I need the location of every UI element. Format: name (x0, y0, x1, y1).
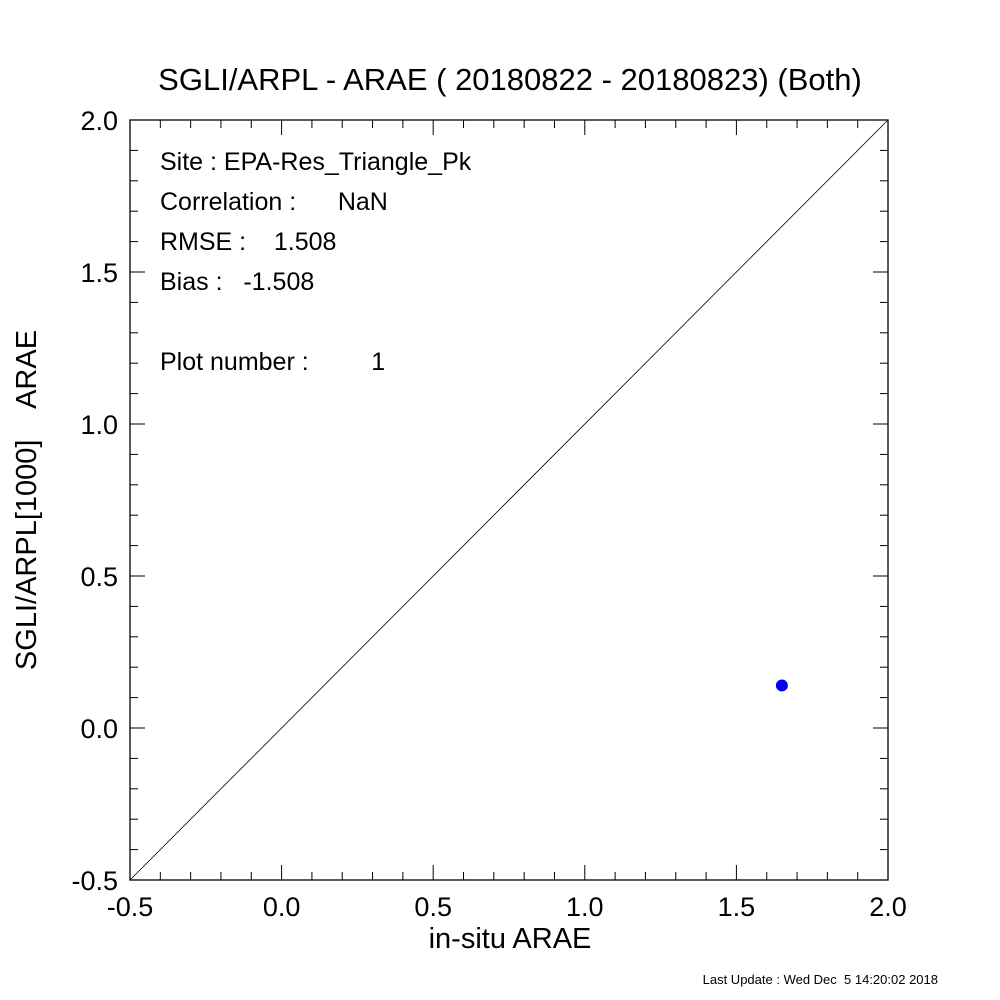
y-tick-label: 0.0 (80, 714, 118, 744)
bias-annotation: Bias : -1.508 (160, 268, 314, 296)
last-update-footer: Last Update : Wed Dec 5 14:20:02 2018 (703, 972, 938, 987)
y-axis-label: SGLI/ARPL[1000] ARAE (11, 330, 43, 670)
x-tick-label: 2.0 (869, 892, 907, 922)
x-tick-label: 1.5 (718, 892, 756, 922)
data-point (775, 679, 788, 692)
x-tick-label: 0.5 (414, 892, 452, 922)
y-tick-label: 0.5 (80, 562, 118, 592)
x-tick-label: 1.0 (566, 892, 604, 922)
plot-number-annotation: Plot number : 1 (160, 348, 385, 376)
x-tick-label: 0.0 (263, 892, 301, 922)
chart-title: SGLI/ARPL - ARAE ( 20180822 - 20180823) … (158, 62, 862, 97)
y-tick-label: 1.0 (80, 410, 118, 440)
y-tick-label: 2.0 (80, 106, 118, 136)
one-to-one-line (129, 119, 889, 881)
rmse-annotation: RMSE : 1.508 (160, 228, 336, 256)
site-annotation: Site : EPA-Res_Triangle_Pk (160, 148, 472, 176)
data-points (775, 679, 788, 692)
x-tick-label: -0.5 (107, 892, 154, 922)
y-tick-label: 1.5 (80, 258, 118, 288)
correlation-annotation: Correlation : NaN (160, 188, 388, 216)
plot-frame (129, 119, 889, 881)
x-tick-labels: -0.5 0.0 0.5 1.0 1.5 2.0 (107, 892, 907, 922)
x-axis-label: in-situ ARAE (429, 923, 592, 955)
y-tick-labels: -0.5 0.0 0.5 1.0 1.5 2.0 (71, 106, 118, 896)
y-tick-label: -0.5 (71, 866, 118, 896)
